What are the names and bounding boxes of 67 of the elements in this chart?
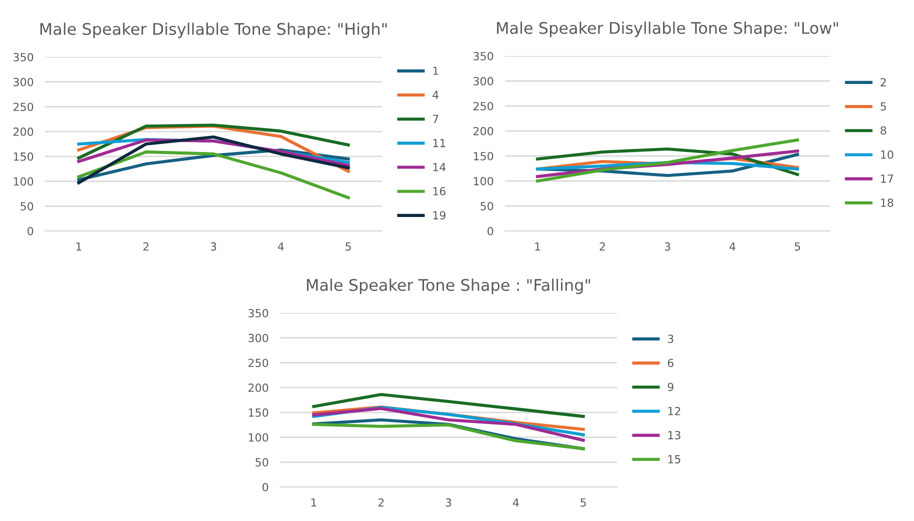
x-tick-label: 5 — [346, 242, 351, 251]
x-tick-label: 1 — [76, 242, 82, 251]
legend-label: 13 — [668, 430, 680, 440]
legend-label: 15 — [668, 455, 680, 464]
legend-label: 4 — [432, 90, 439, 99]
line-series — [77, 150, 350, 200]
y-tick-label: 50 — [480, 202, 494, 210]
line-series — [312, 406, 585, 442]
y-tick-label: 50 — [20, 202, 34, 211]
y-tick-label: 150 — [248, 408, 268, 417]
chart-title: Male Speaker Tone Shape : "Falling" — [307, 278, 590, 294]
x-tick-label: 2 — [143, 242, 149, 251]
y-tick-label: 0 — [488, 226, 494, 236]
legend-label: 3 — [668, 334, 674, 344]
y-tick-label: 0 — [262, 482, 268, 492]
legend-label: 10 — [881, 150, 894, 159]
legend-label: 12 — [668, 406, 680, 416]
legend-label: 8 — [880, 126, 886, 135]
y-tick-label: 250 — [13, 102, 34, 112]
y-tick-label: 0 — [28, 226, 34, 236]
y-tick-label: 150 — [14, 152, 34, 161]
legend-label: 11 — [433, 138, 446, 148]
line-series — [77, 124, 350, 160]
y-tick-label: 350 — [474, 52, 494, 60]
y-tick-label: 200 — [473, 126, 494, 136]
legend-label: 17 — [881, 174, 894, 183]
x-tick-label: 2 — [378, 498, 384, 507]
legend-label: 1 — [433, 66, 438, 75]
y-tick-label: 100 — [248, 433, 268, 442]
x-tick-label: 4 — [278, 242, 284, 251]
x-tick-label: 1 — [311, 498, 316, 507]
x-tick-label: 4 — [512, 498, 519, 507]
chart-title: Male Speaker Disyllable Tone Shape: "High" — [40, 22, 387, 38]
x-tick-label: 3 — [446, 498, 452, 507]
legend-label: 14 — [433, 163, 446, 172]
chart-title: Male Speaker Disyllable Tone Shape: "Low" — [497, 22, 838, 38]
legend-label: 2 — [880, 78, 886, 86]
line-series — [536, 138, 800, 183]
x-tick-label: 5 — [580, 498, 586, 507]
legend-label: 18 — [881, 198, 894, 207]
x-tick-label: 3 — [664, 242, 670, 251]
x-tick-label: 3 — [210, 242, 216, 251]
y-tick-label: 300 — [474, 76, 494, 86]
x-tick-label: 2 — [600, 242, 605, 251]
legend-label: 7 — [432, 114, 438, 123]
y-tick-label: 200 — [13, 128, 34, 136]
line-series — [312, 393, 585, 418]
y-tick-label: 300 — [248, 334, 268, 342]
y-tick-label: 300 — [14, 78, 34, 86]
y-tick-label: 350 — [248, 308, 268, 318]
x-tick-label: 4 — [730, 242, 736, 251]
y-tick-label: 100 — [474, 176, 494, 186]
y-tick-label: 250 — [248, 358, 268, 368]
legend-label: 6 — [668, 358, 674, 368]
y-tick-label: 150 — [474, 152, 494, 160]
y-tick-label: 200 — [248, 384, 268, 392]
legend-label: 19 — [433, 211, 446, 220]
line-series — [77, 136, 350, 184]
y-tick-label: 250 — [473, 102, 494, 110]
x-tick-label: 5 — [794, 242, 800, 251]
y-tick-label: 100 — [14, 177, 34, 186]
legend-label: 5 — [880, 102, 886, 111]
y-tick-label: 50 — [256, 458, 268, 467]
legend-label: 9 — [668, 382, 674, 392]
y-tick-label: 350 — [14, 52, 34, 62]
legend-label: 16 — [433, 186, 446, 196]
x-tick-label: 1 — [535, 242, 540, 251]
